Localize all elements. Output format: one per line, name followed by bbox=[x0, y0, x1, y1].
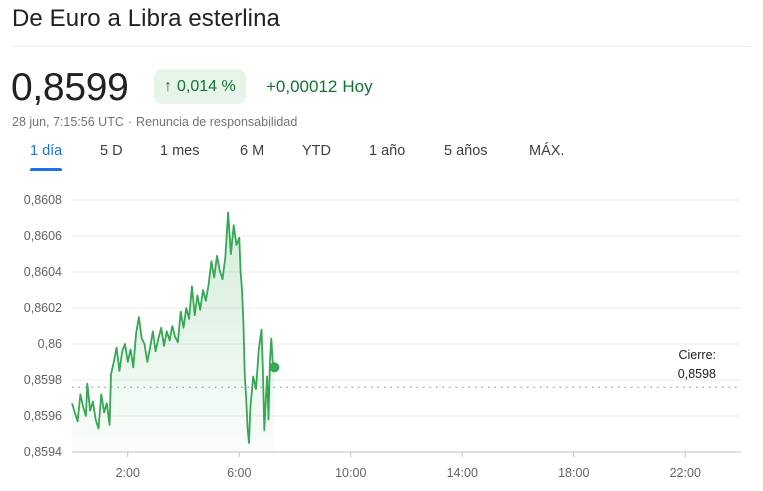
x-tick-label: 18:00 bbox=[558, 466, 589, 480]
range-tabs: 1 día 5 D 1 mes 6 M YTD 1 año 5 años MÁX… bbox=[0, 143, 763, 173]
disclaimer-link[interactable]: Renuncia de responsabilidad bbox=[136, 115, 298, 129]
x-tick-label: 22:00 bbox=[670, 466, 701, 480]
change-period: Hoy bbox=[342, 77, 373, 96]
current-price: 0,8599 bbox=[11, 66, 129, 109]
y-tick-label: 0,86 bbox=[38, 337, 62, 351]
x-tick-label: 2:00 bbox=[116, 466, 140, 480]
y-tick-label: 0,8608 bbox=[24, 193, 62, 207]
tab-6-months[interactable]: 6 M bbox=[240, 143, 265, 159]
page-title: De Euro a Libra esterlina bbox=[12, 5, 280, 32]
tab-5-days[interactable]: 5 D bbox=[100, 143, 123, 159]
header-divider bbox=[12, 46, 751, 47]
change-percent-badge: ↑ 0,014 % bbox=[154, 69, 246, 104]
change-absolute: +0,00012 Hoy bbox=[266, 77, 373, 97]
tab-5-years[interactable]: 5 años bbox=[444, 143, 488, 159]
current-point-marker bbox=[269, 362, 280, 373]
y-tick-label: 0,8594 bbox=[24, 445, 62, 459]
x-tick-label: 6:00 bbox=[227, 466, 251, 480]
separator-dot: · bbox=[127, 115, 133, 129]
y-tick-label: 0,8602 bbox=[24, 301, 62, 315]
price-chart[interactable]: Cierre: 0,8598 0,8608 0,8606 0,8604 0,8602 0,… bbox=[0, 180, 763, 491]
y-tick-label: 0,8606 bbox=[24, 229, 62, 243]
quote-timestamp: 28 jun, 7:15:56 UTC bbox=[12, 115, 124, 129]
y-tick-label: 0,8604 bbox=[24, 265, 62, 279]
tab-max[interactable]: MÁX. bbox=[529, 143, 565, 159]
y-tick-label: 0,8598 bbox=[24, 373, 62, 387]
price-chart-svg: Cierre: 0,8598 0,8608 0,8606 0,8604 0,8602 0,… bbox=[24, 193, 741, 480]
change-percent: 0,014 % bbox=[177, 77, 236, 95]
price-line bbox=[71, 211, 276, 444]
y-tick-label: 0,8596 bbox=[24, 409, 62, 423]
previous-close-caption: Cierre: bbox=[678, 348, 716, 362]
previous-close-value: 0,8598 bbox=[678, 367, 716, 381]
x-tick-label: 14:00 bbox=[447, 466, 478, 480]
tab-1-month[interactable]: 1 mes bbox=[160, 143, 200, 159]
change-absolute-value: +0,00012 bbox=[266, 77, 338, 96]
tab-1-day[interactable]: 1 día bbox=[30, 143, 63, 171]
quote-timestamp-row: 28 jun, 7:15:56 UTC · Renuncia de responsa… bbox=[12, 115, 297, 129]
x-tick-label: 10:00 bbox=[335, 466, 366, 480]
tab-1-year[interactable]: 1 año bbox=[369, 143, 406, 159]
arrow-up-icon: ↑ bbox=[164, 77, 172, 95]
tab-ytd[interactable]: YTD bbox=[302, 143, 331, 159]
